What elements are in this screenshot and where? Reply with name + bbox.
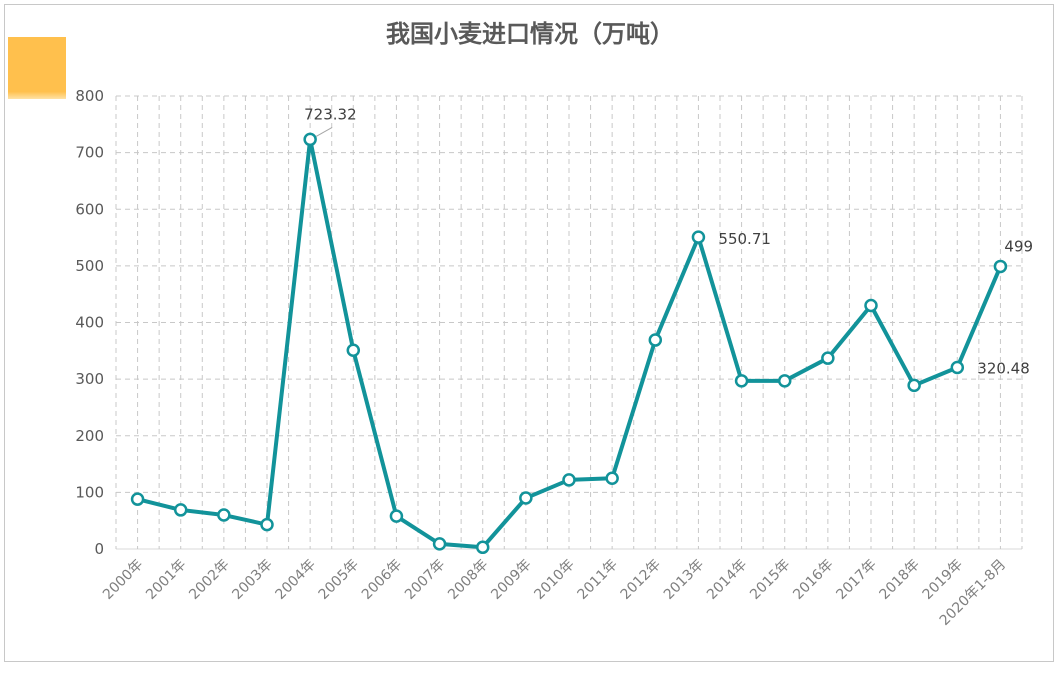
data-point [432,537,447,551]
data-label: 550.71 [718,230,771,248]
y-tick-label: 100 [75,483,104,501]
x-tick-label: 2011年 [575,557,621,603]
y-tick-label: 0 [94,540,104,558]
y-tick-label: 300 [75,370,104,388]
chart-title: 我国小麦进口情况（万吨） [386,20,674,48]
x-tick-label: 2006年 [359,557,405,603]
data-point [993,259,1008,274]
data-point [950,360,965,375]
y-tick-label: 200 [75,427,104,445]
x-tick-label: 2014年 [704,557,750,603]
data-point [475,540,490,555]
x-tick-label: 2008年 [445,557,491,603]
data-point [562,473,576,487]
x-tick-label: 2016年 [790,557,836,603]
data-label: 723.32 [304,105,357,123]
y-tick-label: 800 [75,87,104,105]
y-tick-label: 600 [75,200,104,218]
x-tick-label: 2012年 [618,557,664,603]
y-tick-label: 500 [75,257,104,275]
x-tick-label: 2018年 [877,557,923,603]
x-tick-label: 2015年 [747,557,793,603]
data-point [389,509,404,523]
data-point [821,351,835,365]
data-label-leader [315,126,333,137]
x-tick-label: 2017年 [833,557,879,603]
x-tick-label: 2010年 [531,557,577,603]
data-point [217,508,231,522]
data-point [777,374,792,388]
x-tick-label: 2000年 [100,557,146,603]
x-tick-label: 2007年 [402,557,448,603]
data-point [173,503,188,517]
data-point [691,230,706,244]
data-point [605,471,619,485]
y-tick-label: 400 [75,314,104,332]
x-tick-label: 2002年 [186,557,232,603]
data-point [130,492,145,506]
data-point [734,374,749,388]
x-tick-label: 2005年 [316,557,362,603]
chart-frame [4,4,1054,662]
data-point [519,491,533,505]
x-tick-label: 2003年 [229,557,275,603]
decorative-accent-block [8,37,66,99]
x-tick-label: 2001年 [143,557,189,603]
data-point [648,333,663,347]
data-point [346,343,361,357]
data-point [303,132,317,147]
data-label: 499 [1004,237,1033,255]
data-point [907,378,921,393]
data-point [260,517,274,532]
data-label: 320.48 [977,360,1029,378]
data-point [864,298,878,313]
x-tick-label: 2004年 [273,557,319,603]
y-tick-label: 700 [75,144,104,162]
x-tick-label: 2009年 [488,557,534,603]
x-tick-label: 2013年 [661,557,707,603]
